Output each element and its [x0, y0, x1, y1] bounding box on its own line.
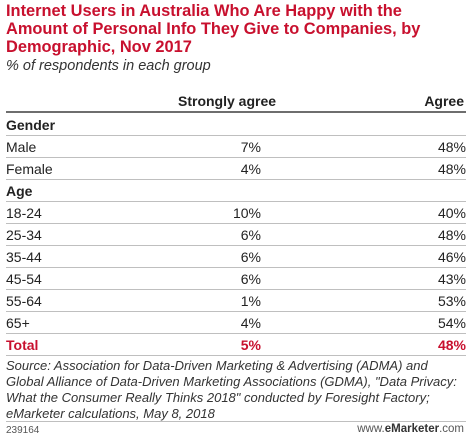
- table-row: 55-64 1% 53%: [6, 289, 466, 311]
- header-rule: [6, 111, 466, 113]
- strongly-agree-value: 6%: [240, 249, 261, 265]
- agree-value: 54%: [437, 315, 466, 331]
- row-divider: [6, 355, 466, 356]
- row-label: Age: [6, 183, 33, 199]
- agree-value: 40%: [437, 205, 466, 221]
- row-divider: [6, 201, 466, 202]
- brand-name: eMarketer: [384, 423, 440, 435]
- row-label: Gender: [6, 117, 56, 133]
- table-row: Male 7% 48%: [6, 135, 466, 157]
- row-divider: [6, 135, 466, 136]
- row-label: Female: [6, 161, 53, 177]
- agree-value: 48%: [437, 139, 466, 155]
- table-row: 18-24 10% 40%: [6, 201, 466, 223]
- row-divider: [6, 311, 466, 312]
- column-header-agree: Agree: [424, 93, 464, 109]
- chart-subtitle: % of respondents in each group: [6, 58, 211, 74]
- table-row: 35-44 6% 46%: [6, 245, 466, 267]
- strongly-agree-value: 1%: [240, 293, 261, 309]
- strongly-agree-value: 7%: [240, 139, 261, 155]
- total-row: Total 5% 48%: [6, 333, 466, 355]
- agree-value: 46%: [437, 249, 466, 265]
- source-note: Source: Association for Data-Driven Mark…: [6, 358, 457, 421]
- brand-link[interactable]: www.eMarketer.com: [357, 423, 464, 435]
- group-header: Age: [6, 179, 466, 201]
- table-row: Female 4% 48%: [6, 157, 466, 179]
- table-row: 45-54 6% 43%: [6, 267, 466, 289]
- brand-suffix: .com: [439, 423, 464, 435]
- footer-rule: [6, 421, 466, 422]
- row-label: 55-64: [6, 293, 42, 309]
- table-row: 65+ 4% 54%: [6, 311, 466, 333]
- chart-title: Internet Users in Australia Who Are Happ…: [6, 2, 421, 56]
- row-label: 65+: [6, 315, 30, 331]
- brand-prefix: www.: [357, 423, 385, 435]
- row-divider: [6, 223, 466, 224]
- row-divider: [6, 179, 466, 180]
- row-divider: [6, 289, 466, 290]
- chart-id: 239164: [6, 425, 40, 436]
- column-header-strongly-agree: Strongly agree: [178, 93, 277, 109]
- strongly-agree-value: 5%: [240, 337, 261, 353]
- agree-value: 43%: [437, 271, 466, 287]
- row-divider: [6, 245, 466, 246]
- row-divider: [6, 157, 466, 158]
- row-divider: [6, 333, 466, 334]
- row-label: 35-44: [6, 249, 42, 265]
- agree-value: 48%: [437, 161, 466, 177]
- row-divider: [6, 267, 466, 268]
- strongly-agree-value: 4%: [240, 161, 261, 177]
- group-header: Gender: [6, 113, 466, 135]
- row-label: Total: [6, 337, 39, 353]
- table-row: 25-34 6% 48%: [6, 223, 466, 245]
- agree-value: 48%: [437, 227, 466, 243]
- strongly-agree-value: 10%: [232, 205, 261, 221]
- row-label: 25-34: [6, 227, 42, 243]
- agree-value: 53%: [437, 293, 466, 309]
- row-label: 45-54: [6, 271, 42, 287]
- row-label: 18-24: [6, 205, 42, 221]
- strongly-agree-value: 6%: [240, 271, 261, 287]
- row-label: Male: [6, 139, 37, 155]
- strongly-agree-value: 6%: [240, 227, 261, 243]
- agree-value: 48%: [437, 337, 466, 353]
- strongly-agree-value: 4%: [240, 315, 261, 331]
